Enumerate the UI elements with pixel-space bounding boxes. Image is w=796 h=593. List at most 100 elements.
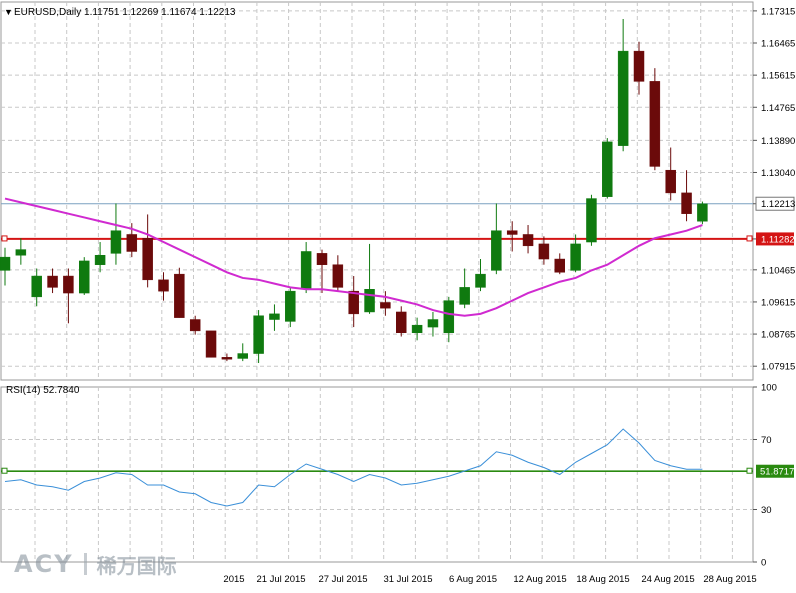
candle[interactable] [189,315,201,335]
candle[interactable] [316,249,328,294]
candle[interactable] [443,296,455,343]
candle-body[interactable] [285,290,296,322]
candle[interactable] [174,267,185,318]
candle-body[interactable] [396,311,407,333]
candle[interactable] [110,203,122,265]
candle-body[interactable] [649,81,661,167]
candle[interactable] [63,268,74,324]
candle-body[interactable] [380,302,391,309]
candle-body[interactable] [348,290,359,315]
candle[interactable] [633,41,645,95]
candle-body[interactable] [189,319,201,332]
candle-body[interactable] [633,50,645,82]
candle-body[interactable] [459,287,470,305]
price-panel[interactable] [0,19,753,363]
candle-body[interactable] [94,255,106,265]
candle-body[interactable] [697,203,708,222]
candle[interactable] [79,257,90,295]
candle[interactable] [332,255,344,292]
date-axis-label: 31 Jul 2015 [383,574,432,585]
candle-body[interactable] [174,273,185,318]
candle-body[interactable] [63,275,74,294]
candle-body[interactable] [570,243,581,271]
candle[interactable] [665,147,676,201]
candle-body[interactable] [475,273,486,288]
candle-body[interactable] [15,249,27,256]
candle[interactable] [348,276,359,328]
candle[interactable] [538,236,550,265]
candle[interactable] [681,170,692,222]
symbol-dropdown-icon[interactable]: ▼ [4,7,13,17]
candle-body[interactable] [221,357,233,360]
rsi-panel[interactable] [1,428,753,507]
rsi-level-handle-left[interactable] [1,467,8,474]
candle-body[interactable] [300,251,312,290]
candle[interactable] [570,234,581,273]
candle[interactable] [617,19,629,152]
candle-body[interactable] [602,141,613,197]
candle[interactable] [459,268,470,309]
candle-body[interactable] [427,319,439,328]
candle[interactable] [31,268,42,307]
support-level-handle-left[interactable] [1,235,8,242]
candle-body[interactable] [491,230,502,271]
candle[interactable] [506,221,518,252]
candle[interactable] [158,272,169,301]
candle[interactable] [649,68,661,171]
candle-body[interactable] [47,275,58,288]
candle-body[interactable] [443,300,455,333]
candle[interactable] [586,194,597,246]
support-level-handle-right[interactable] [746,235,753,242]
candle-body[interactable] [332,264,344,288]
candle[interactable] [475,259,486,292]
candle[interactable] [602,138,613,199]
candle-body[interactable] [237,353,248,359]
candle-body[interactable] [79,260,90,294]
candle-body[interactable] [253,315,264,354]
candle[interactable] [269,304,280,331]
candle[interactable] [554,253,565,275]
candle[interactable] [0,247,11,286]
date-axis-label: 12 Aug 2015 [513,574,566,585]
candle-body[interactable] [411,324,423,334]
candle[interactable] [15,238,27,265]
candle[interactable] [522,225,534,254]
candle[interactable] [237,343,248,362]
candle-body[interactable] [158,279,169,292]
candle[interactable] [380,291,391,316]
candle-body[interactable] [586,198,597,243]
candle-body[interactable] [522,234,534,247]
candle-body[interactable] [617,50,629,146]
candle-body[interactable] [110,230,122,254]
candle[interactable] [396,306,407,337]
candle[interactable] [697,201,708,225]
candle-body[interactable] [364,289,375,313]
rsi-level-handle-right[interactable] [746,467,753,474]
candle[interactable] [411,317,423,341]
candle[interactable] [491,203,502,275]
candle[interactable] [47,268,58,294]
rsi-axis-tick-label: 100 [761,383,777,394]
candle-body[interactable] [681,192,692,214]
candle[interactable] [221,353,233,362]
candle-body[interactable] [665,169,676,194]
candle-body[interactable] [0,256,11,271]
candle[interactable] [142,214,153,288]
candle-body[interactable] [142,238,153,281]
candle[interactable] [205,330,217,358]
candle-body[interactable] [506,230,518,235]
candle-body[interactable] [269,313,280,320]
candle-body[interactable] [205,330,217,358]
candle[interactable] [253,310,264,363]
candle[interactable] [94,242,106,273]
candle-body[interactable] [31,275,42,298]
candle[interactable] [285,287,296,328]
candle-body[interactable] [538,243,550,260]
candle-body[interactable] [316,253,328,265]
candle[interactable] [364,243,375,314]
candle-body[interactable] [554,258,565,273]
candle-body[interactable] [126,234,138,252]
candle[interactable] [427,311,439,337]
